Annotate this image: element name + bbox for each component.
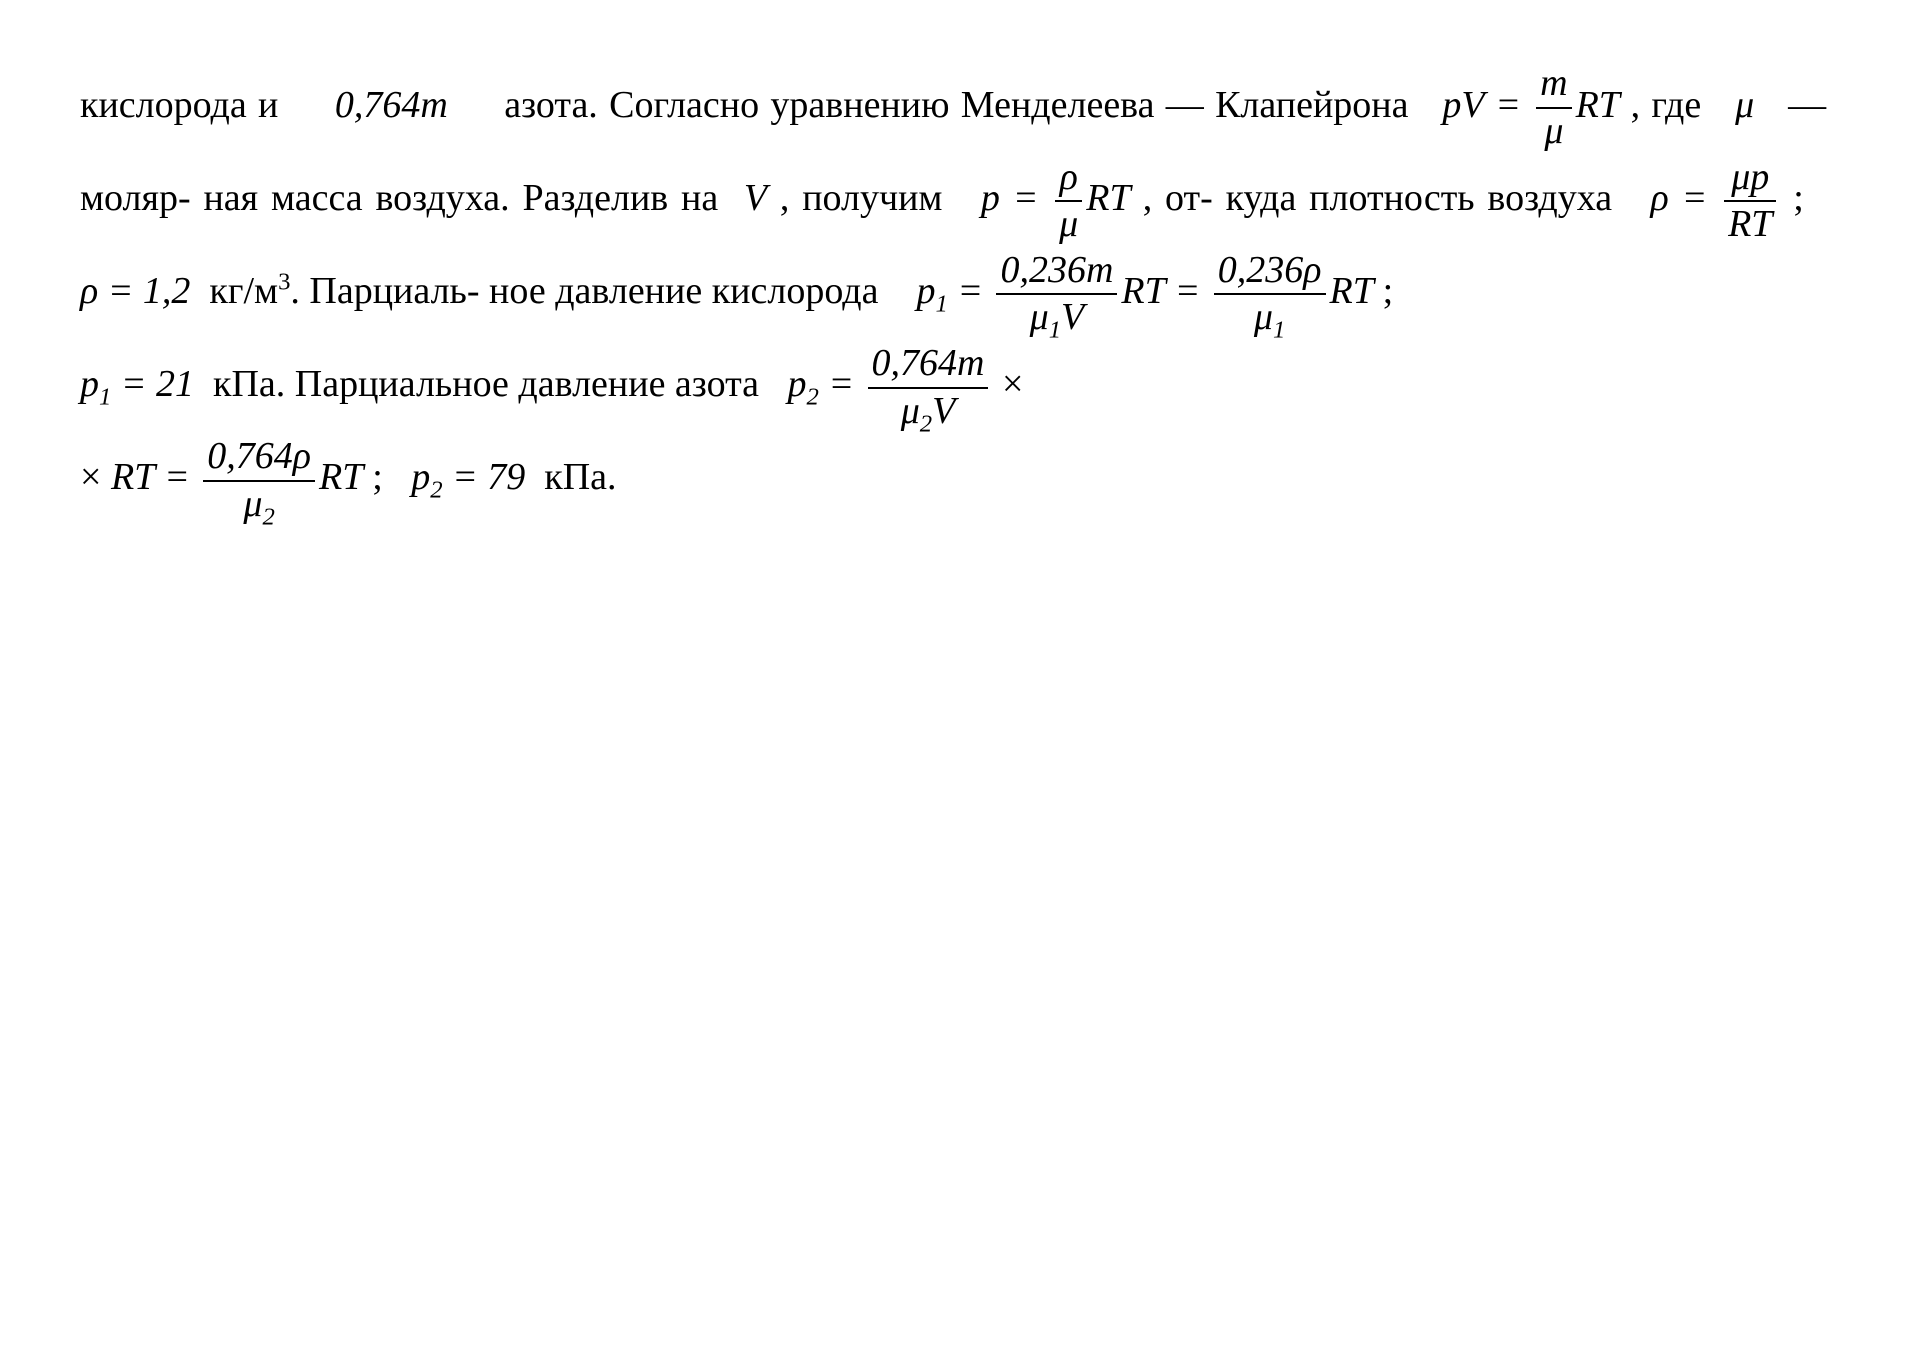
unit-kpa: кПа bbox=[213, 363, 276, 405]
text-fragment: . Парциальное давление азота bbox=[276, 363, 759, 405]
punct-semicolon: ; bbox=[1793, 177, 1804, 219]
equation-partial-pressure-oxygen: p1 = 0,236m μ1V RT = 0,236ρ μ1 RT bbox=[916, 270, 1382, 312]
equation-pressure: p = ρ μ RT bbox=[981, 177, 1143, 219]
punct-period: . bbox=[607, 456, 617, 498]
equation-density: ρ = μp RT bbox=[1651, 177, 1794, 219]
equation-partial-pressure-nitrogen-part2: RT = 0,764ρ μ2 RT bbox=[111, 456, 372, 498]
text-fragment: , от- bbox=[1143, 177, 1213, 219]
text-fragment: Менделеева — Клапейрона bbox=[961, 84, 1409, 126]
unit-kg-m3: кг/м3 bbox=[200, 270, 291, 312]
text-fragment: куда плотность воздуха bbox=[1226, 177, 1613, 219]
p1-value: p1 = 21 bbox=[80, 363, 204, 405]
punct-semicolon: ; bbox=[1383, 270, 1394, 312]
text-fragment: . Парциаль- bbox=[290, 270, 479, 312]
p2-value: p2 = 79 bbox=[411, 456, 535, 498]
equation-partial-pressure-nitrogen-part1: p2 = 0,764m μ2V bbox=[788, 363, 1002, 405]
density-value: ρ = 1,2 bbox=[80, 270, 200, 312]
text-fragment: , получим bbox=[780, 177, 943, 219]
equation-mendeleev-clapeyron: pV = m μ RT bbox=[1442, 84, 1630, 126]
coefficient-oxygen-mass: 0,764m bbox=[335, 84, 448, 126]
variable-mu: μ bbox=[1735, 84, 1754, 126]
variable-V: V bbox=[744, 177, 767, 219]
multiply-sign: × bbox=[1002, 363, 1023, 405]
text-fragment: ная масса воздуха. Разделив на bbox=[203, 177, 718, 219]
text-fragment: кислорода и bbox=[80, 84, 278, 126]
physics-text-page: кислорода и 0,764m азота. Согласно уравн… bbox=[80, 60, 1826, 525]
unit-kpa: кПа bbox=[544, 456, 607, 498]
punct-semicolon: ; bbox=[372, 456, 383, 498]
multiply-sign: × bbox=[80, 456, 101, 498]
text-fragment: , где bbox=[1631, 84, 1702, 126]
text-fragment: азота. Согласно уравнению bbox=[504, 84, 949, 126]
text-fragment: ное давление кислорода bbox=[489, 270, 878, 312]
